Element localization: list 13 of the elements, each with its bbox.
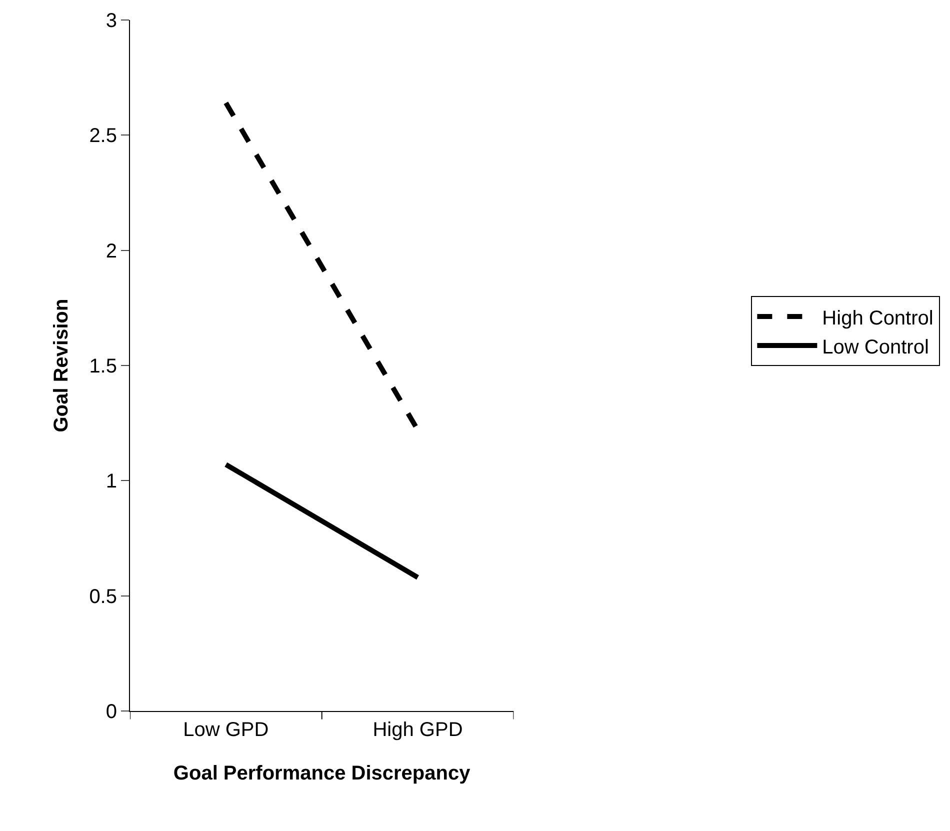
y-tick-label: 3 [106,10,117,32]
y-tick-label: 0 [106,701,117,723]
legend-label: Low Control [822,336,929,358]
x-axis-title: Goal Performance Discrepancy [173,762,472,784]
x-tick-label: High GPD [372,719,463,741]
y-tick-label: 0.5 [89,586,117,608]
y-tick-label: 2 [106,240,117,262]
y-tick-label: 2.5 [89,125,117,148]
y-tick-label: 1.5 [89,356,117,378]
y-tick-label: 1 [106,470,117,493]
y-axis-title: Goal Revision [50,298,73,432]
x-tick-label: Low GPD [183,719,269,741]
legend-label: High Control [822,307,934,330]
